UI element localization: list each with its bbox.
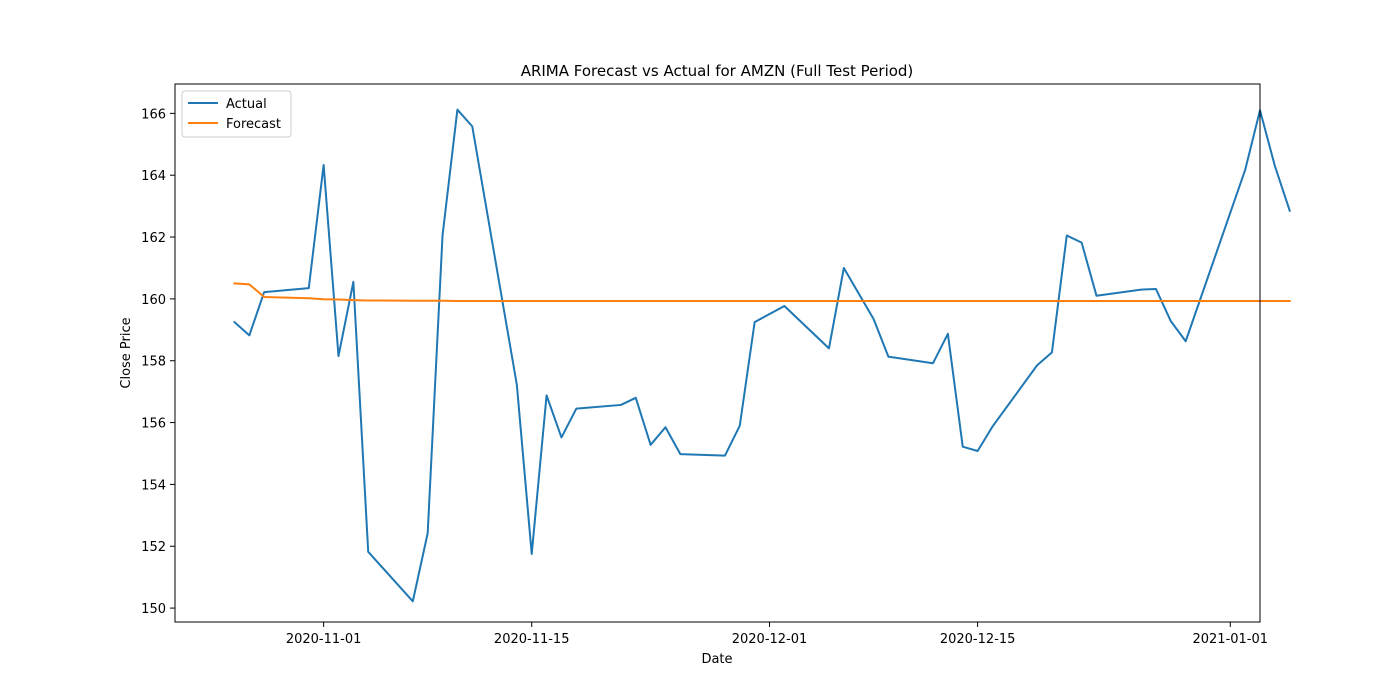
y-tick-label: 158	[141, 355, 166, 370]
y-tick-label: 156	[141, 417, 166, 432]
y-axis-title: Close Price	[119, 317, 134, 388]
y-tick-label: 166	[141, 107, 166, 122]
y-tick-label: 150	[141, 602, 166, 617]
legend: Actual Forecast	[181, 90, 292, 138]
y-tick-label: 154	[141, 478, 166, 493]
series-layer	[233, 108, 1291, 603]
x-tick-label: 2020-11-01	[286, 632, 362, 647]
x-axis: 2020-11-01 2020-11-15 2020-12-01 2020-12-15…	[286, 622, 1268, 647]
y-tick-label: 164	[141, 169, 166, 184]
series-line-forecast	[233, 282, 1291, 303]
y-tick-label: 162	[141, 231, 166, 246]
x-tick-label: 2020-11-15	[494, 632, 570, 647]
y-tick-label: 160	[141, 293, 166, 308]
chart-title: ARIMA Forecast vs Actual for AMZN (Full …	[521, 62, 914, 80]
plot-area-frame	[174, 83, 1261, 623]
x-tick-label: 2020-12-15	[940, 632, 1016, 647]
y-tick-label: 152	[141, 540, 166, 555]
x-tick-label: 2021-01-01	[1192, 632, 1268, 647]
y-axis: 150 152 154 156 158 160 162 164 166	[141, 107, 175, 617]
x-tick-label: 2020-12-01	[732, 632, 808, 647]
legend-label-actual: Actual	[226, 97, 267, 112]
x-axis-title: Date	[701, 652, 732, 667]
legend-label-forecast: Forecast	[226, 117, 281, 132]
series-line-actual	[233, 108, 1291, 603]
